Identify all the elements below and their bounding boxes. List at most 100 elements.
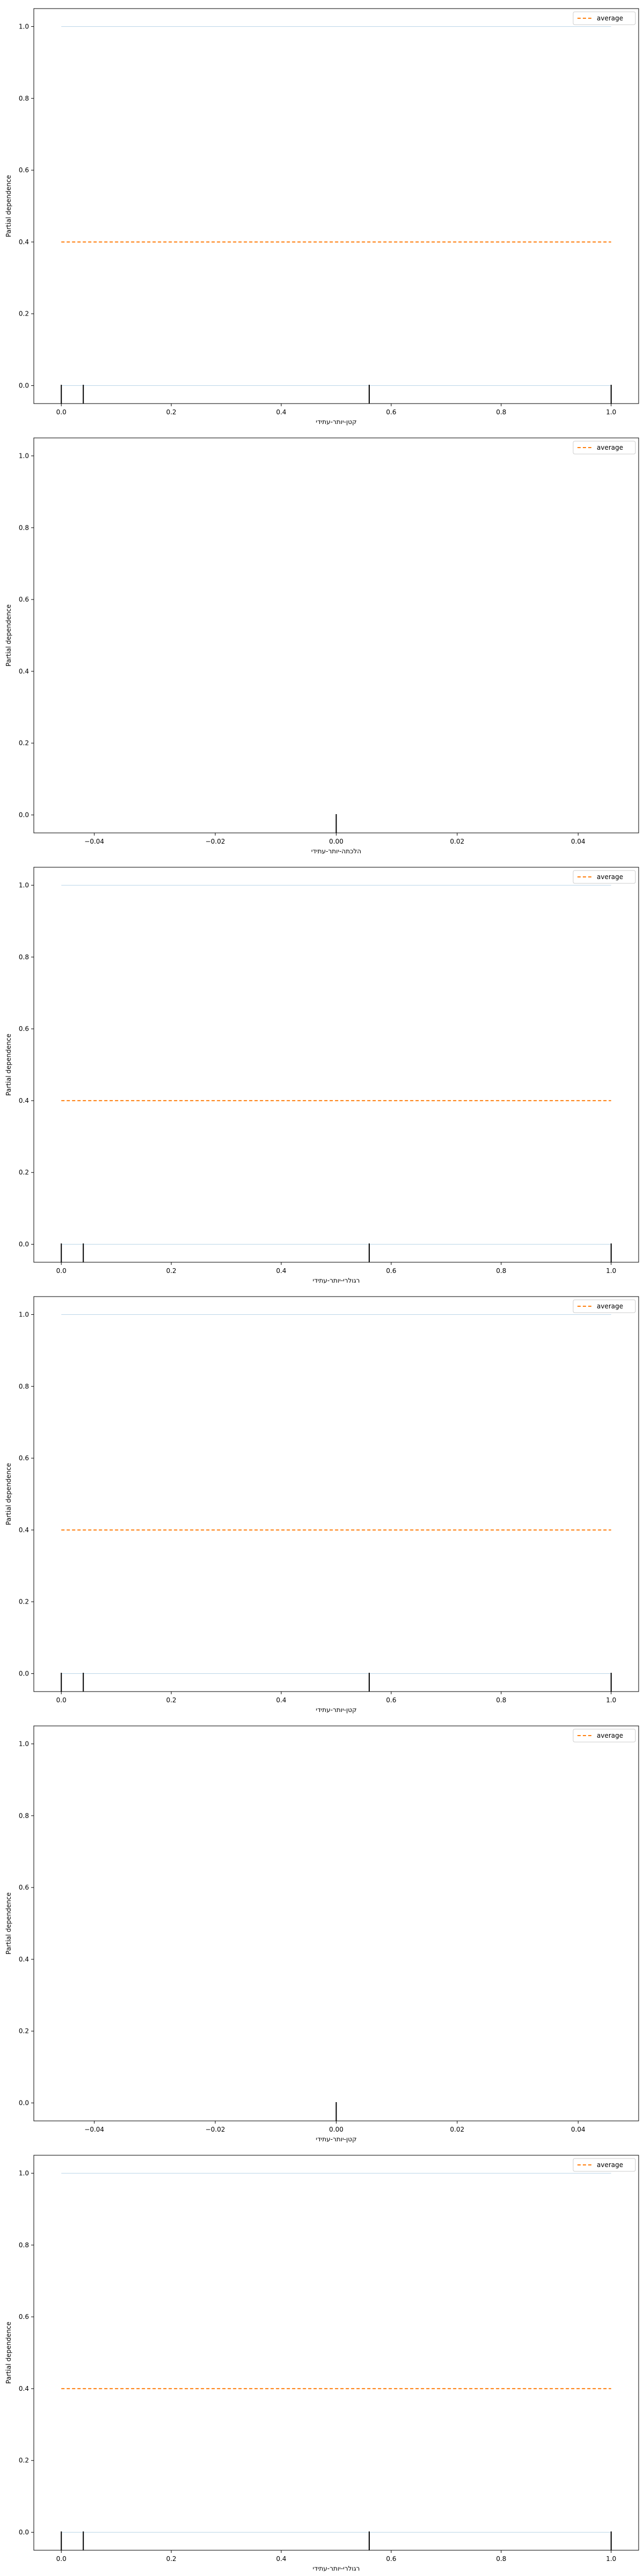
y-tick-label: 0.2 (19, 1598, 29, 1606)
x-axis-label: קטן-יותר-עתידי (316, 2135, 356, 2143)
y-tick-label: 0.0 (19, 2099, 29, 2107)
y-tick-label: 1.0 (19, 2169, 29, 2177)
chart-panel-1: 0.0 0.2 0.4 0.6 0.8 1.0 0.0 0.2 0.4 0.6 0.8 1.0 קטן-… (5, 8, 639, 426)
x-tick-label: 0.6 (386, 1696, 396, 1704)
y-tick-label: 0.2 (19, 2028, 29, 2035)
x-tick-label: −0.04 (84, 2126, 104, 2133)
x-tick-label: −0.04 (84, 838, 104, 845)
y-tick-label: 1.0 (19, 23, 29, 30)
x-tick-label: 0.04 (571, 2126, 586, 2133)
x-tick-label: 0.04 (571, 838, 586, 845)
legend: average (573, 11, 636, 25)
x-tick-label: 0.02 (450, 2126, 465, 2133)
y-tick-label: 0.6 (19, 1884, 29, 1891)
y-tick-label: 0.4 (19, 2385, 29, 2392)
chart-panel-4: 0.0 0.2 0.4 0.6 0.8 1.0 0.0 0.2 0.4 0.6 0.8 1.0 קטן-… (5, 1296, 639, 1714)
chart-panel-3: 0.0 0.2 0.4 0.6 0.8 1.0 0.0 0.2 0.4 0.6 0.8 1.0 רגול… (5, 867, 639, 1284)
x-tick-label: 0.6 (386, 2555, 396, 2563)
y-tick-label: 0.8 (19, 94, 29, 102)
y-tick-label: 1.0 (19, 1740, 29, 1747)
legend-box (573, 870, 636, 884)
y-tick-label: 0.2 (19, 310, 29, 318)
x-axis-label: הלכתה-יותר-עתידי (311, 847, 361, 855)
x-tick-label: 0.2 (166, 1267, 177, 1275)
legend: average (573, 870, 636, 884)
y-tick-label: 1.0 (19, 881, 29, 889)
y-tick-label: 0.6 (19, 596, 29, 603)
y-tick-label: 0.4 (19, 1097, 29, 1104)
y-tick-label: 0.0 (19, 811, 29, 819)
y-tick-label: 0.6 (19, 1025, 29, 1033)
legend-entry: average (597, 1302, 623, 1310)
legend-box (573, 441, 636, 455)
legend-box (573, 1729, 636, 1743)
x-tick-label: 0.4 (276, 1267, 286, 1275)
y-tick-label: 0.2 (19, 740, 29, 747)
x-tick-label: 0.0 (56, 1267, 67, 1275)
x-tick-label: 0.8 (496, 408, 506, 416)
legend-entry: average (597, 444, 623, 451)
y-tick-label: 0.4 (19, 668, 29, 675)
x-tick-label: 0.2 (166, 408, 177, 416)
y-axis-label: Partial dependence (5, 1034, 12, 1096)
chart-panel-2: −0.04 −0.02 0.00 0.02 0.04 0.0 0.2 0.4 0.6 0.8 1.0… (5, 437, 639, 855)
legend: average (573, 441, 636, 455)
y-axis-label: Partial dependence (5, 1463, 12, 1525)
y-axis-label: Partial dependence (5, 175, 12, 237)
y-tick-label: 0.8 (19, 1812, 29, 1819)
y-tick-label: 1.0 (19, 1311, 29, 1318)
legend-box (573, 1299, 636, 1313)
x-tick-label: 1.0 (606, 1267, 616, 1275)
y-tick-label: 0.4 (19, 1526, 29, 1534)
x-axis-label: קטן-יותר-עתידי (316, 1706, 356, 1714)
axes-frame (33, 8, 639, 404)
x-tick-label: 0.4 (276, 1696, 286, 1704)
x-axis-label: רגולרי-יותר-עתידי (313, 2565, 360, 2572)
x-tick-label: 0.2 (166, 1696, 177, 1704)
axes-frame (33, 1296, 639, 1692)
axes-frame (33, 437, 639, 833)
y-tick-label: 0.0 (19, 2529, 29, 2536)
legend-box (573, 11, 636, 25)
x-tick-label: −0.02 (206, 838, 225, 845)
x-tick-label: 0.0 (56, 408, 67, 416)
y-tick-label: 0.6 (19, 1454, 29, 1462)
legend-entry: average (597, 873, 623, 881)
legend-entry: average (597, 14, 623, 22)
x-tick-label: 0.6 (386, 1267, 396, 1275)
legend: average (573, 2158, 636, 2172)
x-tick-label: 0.8 (496, 1267, 506, 1275)
x-tick-label: 0.8 (496, 2555, 506, 2563)
x-tick-label: 0.2 (166, 2555, 177, 2563)
chart-panel-6: 0.0 0.2 0.4 0.6 0.8 1.0 0.0 0.2 0.4 0.6 0.8 1.0 רגול… (5, 2155, 639, 2572)
axes-frame (33, 867, 639, 1263)
x-tick-label: 0.4 (276, 408, 286, 416)
legend: average (573, 1299, 636, 1313)
x-tick-label: 0.0 (56, 2555, 67, 2563)
y-axis-label: Partial dependence (5, 2322, 12, 2384)
x-tick-label: 0.6 (386, 408, 396, 416)
x-tick-label: 0.4 (276, 2555, 286, 2563)
y-tick-label: 0.0 (19, 382, 29, 390)
y-tick-label: 0.8 (19, 1382, 29, 1390)
y-tick-label: 0.0 (19, 1241, 29, 1248)
y-tick-label: 0.8 (19, 524, 29, 531)
y-tick-label: 0.2 (19, 1169, 29, 1176)
legend-entry: average (597, 2161, 623, 2169)
x-tick-label: 0.0 (56, 1696, 67, 1704)
chart-panel-5: −0.04 −0.02 0.00 0.02 0.04 0.0 0.2 0.4 0.6 0.8 1.0… (5, 1725, 639, 2143)
x-tick-label: 1.0 (606, 408, 616, 416)
x-axis-label: רגולרי-יותר-עתידי (313, 1277, 360, 1284)
y-tick-label: 0.8 (19, 2241, 29, 2249)
y-tick-label: 0.6 (19, 2313, 29, 2321)
y-tick-label: 0.6 (19, 166, 29, 174)
axes-frame (33, 1725, 639, 2121)
x-tick-label: 0.8 (496, 1696, 506, 1704)
y-tick-label: 1.0 (19, 452, 29, 459)
y-axis-label: Partial dependence (5, 1892, 12, 1955)
x-tick-label: −0.02 (206, 2126, 225, 2133)
y-tick-label: 0.0 (19, 1670, 29, 1678)
y-axis-label: Partial dependence (5, 604, 12, 667)
x-tick-label: 1.0 (606, 1696, 616, 1704)
